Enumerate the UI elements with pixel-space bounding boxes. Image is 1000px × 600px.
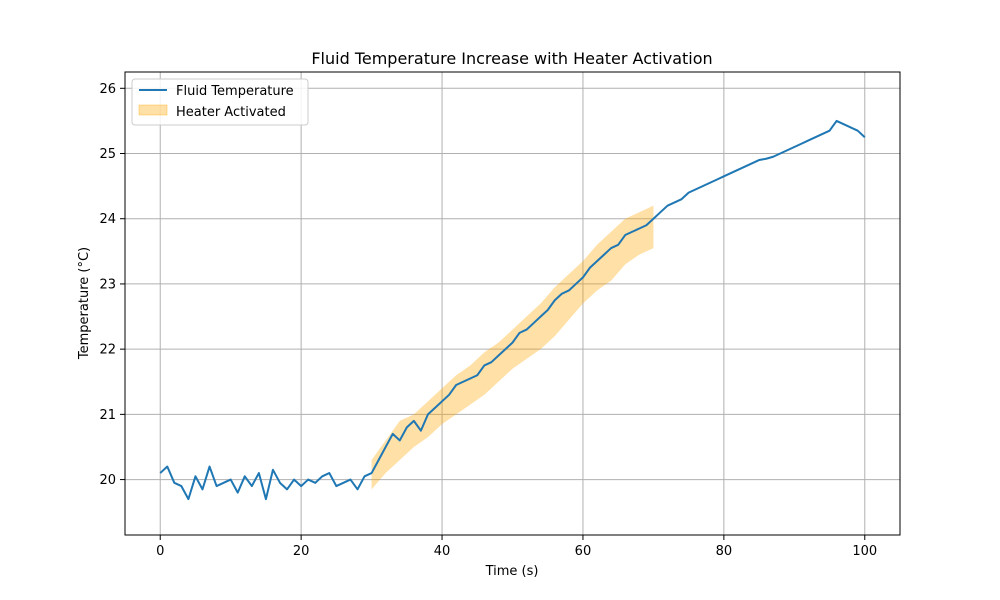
y-tick-label: 21 bbox=[99, 408, 116, 423]
y-tick-label: 25 bbox=[99, 147, 116, 162]
x-tick-label: 0 bbox=[156, 544, 164, 559]
plot-area-frame bbox=[124, 71, 901, 536]
y-tick-label: 20 bbox=[99, 473, 116, 488]
x-tick-label: 60 bbox=[575, 544, 592, 559]
legend-label-fluid-temperature: Fluid Temperature bbox=[176, 84, 294, 99]
x-axis-label: Time (s) bbox=[485, 564, 539, 579]
y-axis-label: Temperature (°C) bbox=[77, 247, 92, 360]
x-tick-label: 80 bbox=[716, 544, 733, 559]
y-tick-label: 22 bbox=[99, 343, 116, 358]
legend-label-heater-activated: Heater Activated bbox=[176, 105, 286, 120]
y-tick-label: 24 bbox=[99, 212, 116, 227]
chart-title: Fluid Temperature Increase with Heater A… bbox=[311, 49, 712, 68]
legend-box bbox=[131, 78, 309, 126]
x-tick-label: 20 bbox=[293, 544, 310, 559]
legend-band-swatch bbox=[138, 104, 168, 116]
fluid-temperature-line bbox=[159, 119, 866, 501]
y-tick-label: 23 bbox=[99, 277, 116, 292]
temperature-line-layer bbox=[159, 119, 866, 501]
x-tick-label: 100 bbox=[852, 544, 877, 559]
grid-lines bbox=[125, 72, 900, 535]
y-tick-label: 26 bbox=[99, 82, 116, 97]
x-axis-ticks: 0 20 40 60 80 100 bbox=[156, 535, 877, 559]
legend: Fluid Temperature Heater Activated bbox=[131, 78, 309, 126]
y-axis-ticks: 20 21 22 23 24 25 26 bbox=[99, 82, 125, 488]
x-tick-label: 40 bbox=[434, 544, 451, 559]
